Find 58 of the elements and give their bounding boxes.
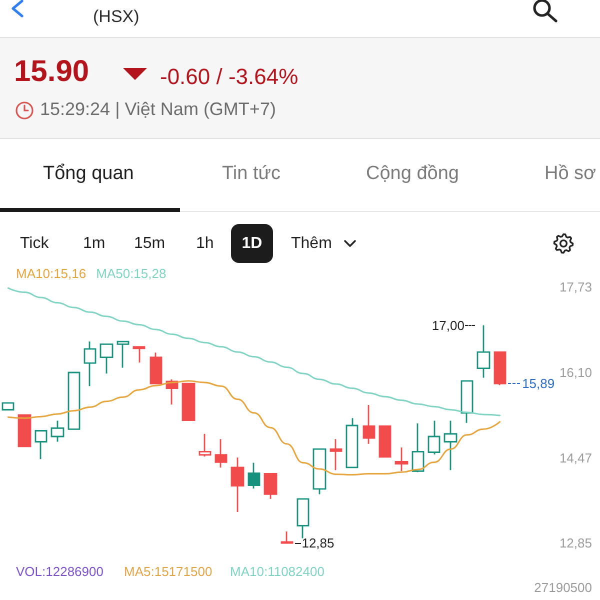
text: MA10:11082400 (230, 564, 324, 580)
candlestick (214, 438, 228, 468)
text: Cộng đồng (366, 163, 459, 185)
legend: MA10:15,16 MA50:15,28 (16, 266, 166, 281)
candlestick (412, 422, 424, 473)
text: Tick (20, 235, 49, 254)
candlestick (132, 346, 146, 364)
text: Tin tức (222, 163, 280, 185)
text: VOL:12286900 (16, 564, 104, 580)
candlestick (50, 420, 64, 442)
candlestick (394, 446, 408, 472)
candlestick (230, 456, 244, 513)
line-series (7, 287, 501, 416)
candlestick (116, 340, 130, 368)
candlestick (296, 498, 310, 539)
candlestick (460, 380, 474, 424)
candlestick (378, 425, 392, 458)
candlestick (476, 324, 490, 378)
candlestick (280, 530, 294, 544)
candlestick (312, 448, 326, 495)
text: Tổng quan (43, 163, 134, 185)
line-series (7, 380, 501, 476)
text: MA5:15171500 (124, 564, 212, 580)
y-tick-label: 16,10 (559, 365, 592, 380)
text: 27190500 (534, 580, 592, 596)
candlestick (34, 430, 48, 460)
chart-title: 15.90 (14, 55, 90, 90)
text: 15m (134, 235, 166, 254)
annotation: 17,00 (432, 318, 464, 333)
candlestick (150, 352, 162, 384)
text: Hồ sơ (544, 163, 596, 185)
candlestick (100, 343, 114, 374)
y-tick-label: 14,47 (559, 450, 592, 466)
candlestick (264, 473, 278, 500)
candlestick (248, 462, 260, 490)
candlestick (346, 417, 358, 468)
candlestick (444, 420, 458, 471)
candlestick (18, 414, 32, 448)
text: 1h (196, 235, 214, 254)
text: 15,89 (522, 376, 555, 392)
candlestick (330, 438, 342, 471)
y-tick-label: 12,85 (559, 536, 592, 550)
annotation: 12,85 (302, 536, 334, 550)
candlestick (84, 340, 96, 387)
candlestick (198, 433, 212, 458)
candlestick (182, 382, 196, 421)
candlestick (68, 372, 80, 430)
candlestick (428, 420, 440, 456)
interval-button: 1D (231, 224, 273, 263)
text: 15:29:24 | Việt Nam (GMT+7) (40, 99, 276, 120)
candlestick (494, 351, 506, 386)
text: Thêm (291, 235, 332, 254)
text: 1m (83, 235, 106, 254)
candlestick (2, 402, 14, 410)
text: (HSX) (93, 7, 140, 27)
candlestick (362, 404, 376, 445)
chart-subtitle: -0.60 / -3.64% (160, 64, 298, 90)
y-tick-label: 17,73 (559, 280, 592, 294)
